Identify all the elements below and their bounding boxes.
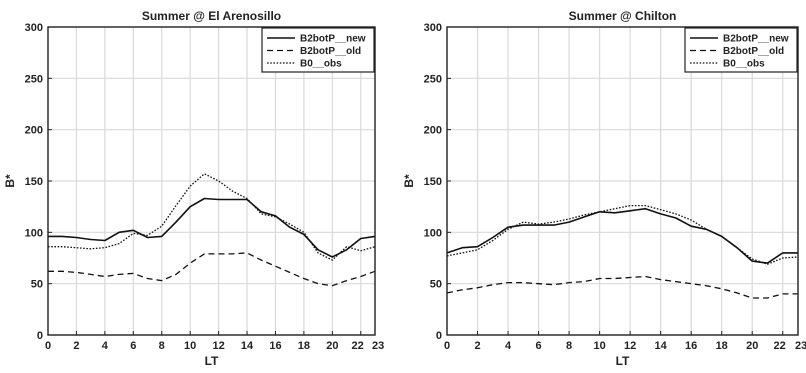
x-tick-label: 14: [241, 340, 254, 352]
legend-label: B2botP__old: [723, 46, 784, 57]
x-tick-label: 10: [184, 340, 196, 352]
x-tick-label: 20: [326, 340, 338, 352]
y-tick-label: 150: [424, 176, 442, 188]
y-tick-label: 200: [424, 125, 442, 137]
x-tick-label: 16: [269, 340, 281, 352]
y-tick-label: 250: [25, 73, 43, 85]
legend-label: B0__obs: [300, 59, 342, 70]
y-tick-label: 100: [25, 227, 43, 239]
x-axis-label: LT: [616, 354, 630, 368]
x-tick-label: 22: [773, 340, 785, 352]
series-line-B2botP__old: [48, 252, 376, 287]
chart-title: Summer @ El Arenosillo: [142, 9, 281, 23]
x-tick-label: 8: [159, 340, 165, 352]
chart-title: Summer @ Chilton: [569, 9, 677, 23]
x-tick-label: 2: [474, 340, 480, 352]
x-tick-label: 16: [685, 340, 697, 352]
y-tick-label: 0: [37, 330, 43, 342]
legend-label: B2botP__new: [300, 34, 366, 45]
y-tick-label: 50: [430, 279, 442, 291]
y-tick-label: 50: [31, 279, 43, 291]
legend-label: B2botP__new: [723, 34, 789, 45]
x-tick-label: 18: [716, 340, 728, 352]
x-tick-label: 4: [505, 340, 512, 352]
series-line-B2botP__new: [446, 207, 798, 264]
y-tick-label: 250: [424, 73, 442, 85]
x-tick-label: 0: [444, 340, 450, 352]
x-tick-label: 8: [566, 340, 572, 352]
x-tick-label: 12: [212, 340, 224, 352]
y-tick-label: 0: [436, 330, 442, 342]
y-tick-label: 100: [424, 227, 442, 239]
y-tick-label: 300: [25, 22, 43, 34]
x-tick-label: 10: [593, 340, 605, 352]
x-tick-label: 6: [130, 340, 136, 352]
series-line-B2botP__new: [48, 197, 376, 258]
legend-label: B2botP__old: [300, 46, 361, 57]
x-tick-label: 23: [795, 340, 806, 352]
x-tick-label: 2: [73, 340, 79, 352]
x-tick-label: 0: [45, 340, 51, 352]
y-tick-label: 300: [424, 22, 442, 34]
x-tick-label: 12: [624, 340, 636, 352]
y-axis-label: B*: [3, 174, 17, 188]
x-axis-label: LT: [205, 354, 219, 368]
legend-label: B0__obs: [723, 59, 765, 70]
series-line-B0__obs: [48, 173, 376, 261]
series-line-B2botP__old: [446, 275, 798, 299]
legend-box: [684, 27, 798, 73]
y-tick-label: 200: [25, 125, 43, 137]
x-tick-label: 18: [298, 340, 310, 352]
chart-panel-1: 0 2 4 6 8 10 12 14 16 18 20 22 23 0 50 100 150 200 250 300 S…: [3, 9, 384, 368]
y-tick-label: 150: [25, 176, 43, 188]
x-tick-label: 4: [102, 340, 109, 352]
chart-panel-2: 0 2 4 6 8 10 12 14 16 18 20 22 23 0 50 100 150 200 250 300 S…: [402, 9, 806, 368]
series-line-B0__obs: [446, 204, 799, 265]
y-axis-label: B*: [402, 174, 416, 188]
x-tick-label: 6: [536, 340, 542, 352]
x-tick-label: 20: [746, 340, 758, 352]
x-tick-label: 22: [352, 340, 364, 352]
x-tick-label: 14: [655, 340, 668, 352]
x-tick-label: 23: [372, 340, 384, 352]
